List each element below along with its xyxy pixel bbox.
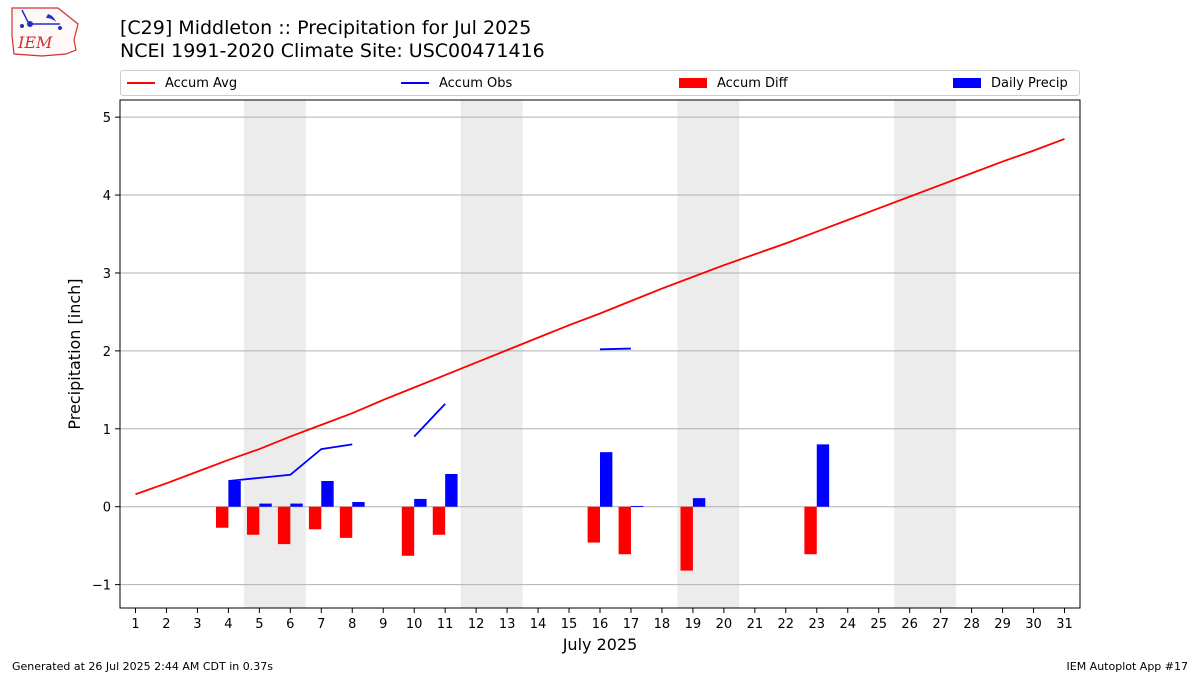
- accum-diff-bar: [277, 506, 291, 545]
- accum-diff-bar: [618, 506, 631, 555]
- x-tick-label: 18: [654, 617, 671, 632]
- x-tick-label: 23: [809, 617, 826, 632]
- daily-precip-bar: [414, 498, 427, 507]
- chart-title: [C29] Middleton :: Precipitation for Jul…: [120, 17, 532, 39]
- legend-label-accum-obs: Accum Obs: [439, 75, 513, 91]
- legend-label-accum-avg: Accum Avg: [165, 75, 238, 91]
- accum-obs-line: [413, 403, 446, 438]
- weekend-shade: [894, 100, 957, 608]
- x-tick-label: 21: [747, 617, 764, 632]
- x-tick-label: 14: [530, 617, 547, 632]
- accum-diff-bar: [308, 506, 322, 530]
- weekend-shade: [460, 100, 523, 608]
- legend-label-accum-diff: Accum Diff: [717, 75, 788, 91]
- x-tick-label: 16: [592, 617, 609, 632]
- y-tick-label: −1: [92, 579, 111, 594]
- y-tick-label: 0: [103, 501, 111, 516]
- x-tick-label: 4: [224, 617, 232, 632]
- x-tick-label: 11: [437, 617, 454, 632]
- x-tick-label: 24: [839, 617, 856, 632]
- x-tick-label: 26: [901, 617, 918, 632]
- daily-precip-bar: [816, 444, 830, 507]
- x-axis-label: July 2025: [562, 635, 638, 654]
- legend-swatch-accum-obs: [401, 82, 429, 84]
- plot-frame: [119, 99, 1081, 609]
- x-tick-label: 13: [499, 617, 516, 632]
- x-tick-label: 19: [685, 617, 702, 632]
- accum-diff-bar: [246, 506, 260, 535]
- y-tick-label: 5: [103, 111, 111, 126]
- x-tick-label: 2: [162, 617, 170, 632]
- logo-text: IEM: [17, 33, 53, 52]
- x-tick-label: 10: [406, 617, 423, 632]
- legend-item-daily-precip: Daily Precip: [953, 74, 1068, 92]
- x-tick-label: 22: [778, 617, 795, 632]
- x-tick-label: 30: [1025, 617, 1042, 632]
- legend-label-daily-precip: Daily Precip: [991, 75, 1068, 91]
- daily-precip-bar: [630, 505, 644, 507]
- accum-obs-line: [228, 443, 353, 482]
- legend-swatch-daily-precip: [953, 78, 981, 88]
- y-tick-label: 2: [103, 345, 111, 360]
- x-tick-label: 12: [468, 617, 485, 632]
- x-tick-label: 28: [963, 617, 980, 632]
- y-tick-label: 4: [103, 189, 111, 204]
- x-tick-label: 6: [286, 617, 294, 632]
- y-axis-label: Precipitation [inch]: [65, 278, 84, 429]
- footer-generated-text: Generated at 26 Jul 2025 2:44 AM CDT in …: [12, 660, 273, 673]
- daily-precip-bar: [352, 502, 365, 507]
- accum-diff-bar: [401, 506, 415, 556]
- accum-diff-bar: [216, 506, 229, 528]
- footer-app-text: IEM Autoplot App #17: [1066, 660, 1189, 673]
- x-tick-label: 29: [994, 617, 1011, 632]
- x-tick-label: 15: [561, 617, 578, 632]
- daily-precip-bar: [692, 498, 706, 507]
- x-tick-label: 8: [348, 617, 356, 632]
- x-tick-label: 31: [1056, 617, 1073, 632]
- accum-avg-line: [135, 138, 1065, 496]
- chart-legend: Accum Avg Accum Obs Accum Diff Daily Pre…: [120, 70, 1080, 96]
- accum-diff-bar: [339, 506, 353, 538]
- legend-item-accum-avg: Accum Avg: [127, 74, 237, 92]
- accum-obs-line: [599, 347, 631, 351]
- x-tick-label: 27: [932, 617, 949, 632]
- x-tick-label: 7: [317, 617, 325, 632]
- x-tick-label: 20: [716, 617, 733, 632]
- daily-precip-bar: [290, 503, 303, 507]
- daily-precip-bar: [259, 503, 272, 507]
- x-tick-label: 5: [255, 617, 263, 632]
- accum-diff-bar: [680, 506, 693, 571]
- legend-swatch-accum-avg: [127, 82, 155, 84]
- accum-diff-bar: [804, 506, 817, 555]
- legend-swatch-accum-diff: [679, 78, 707, 88]
- daily-precip-bar: [600, 452, 613, 507]
- x-tick-label: 1: [131, 617, 139, 632]
- legend-item-accum-diff: Accum Diff: [679, 74, 788, 92]
- accum-diff-bar: [587, 506, 600, 543]
- iem-logo-icon: IEM: [11, 7, 79, 57]
- chart-subtitle: NCEI 1991-2020 Climate Site: USC00471416: [120, 40, 545, 62]
- accum-diff-bar: [432, 506, 446, 535]
- x-tick-label: 25: [870, 617, 887, 632]
- daily-precip-bar: [321, 481, 334, 507]
- y-tick-label: 1: [103, 423, 111, 438]
- daily-precip-bar: [445, 473, 458, 507]
- x-tick-label: 3: [193, 617, 201, 632]
- daily-precip-bar: [228, 481, 241, 507]
- x-tick-label: 17: [623, 617, 640, 632]
- x-tick-label: 9: [379, 617, 387, 632]
- legend-item-accum-obs: Accum Obs: [401, 74, 512, 92]
- y-tick-label: 3: [103, 267, 111, 282]
